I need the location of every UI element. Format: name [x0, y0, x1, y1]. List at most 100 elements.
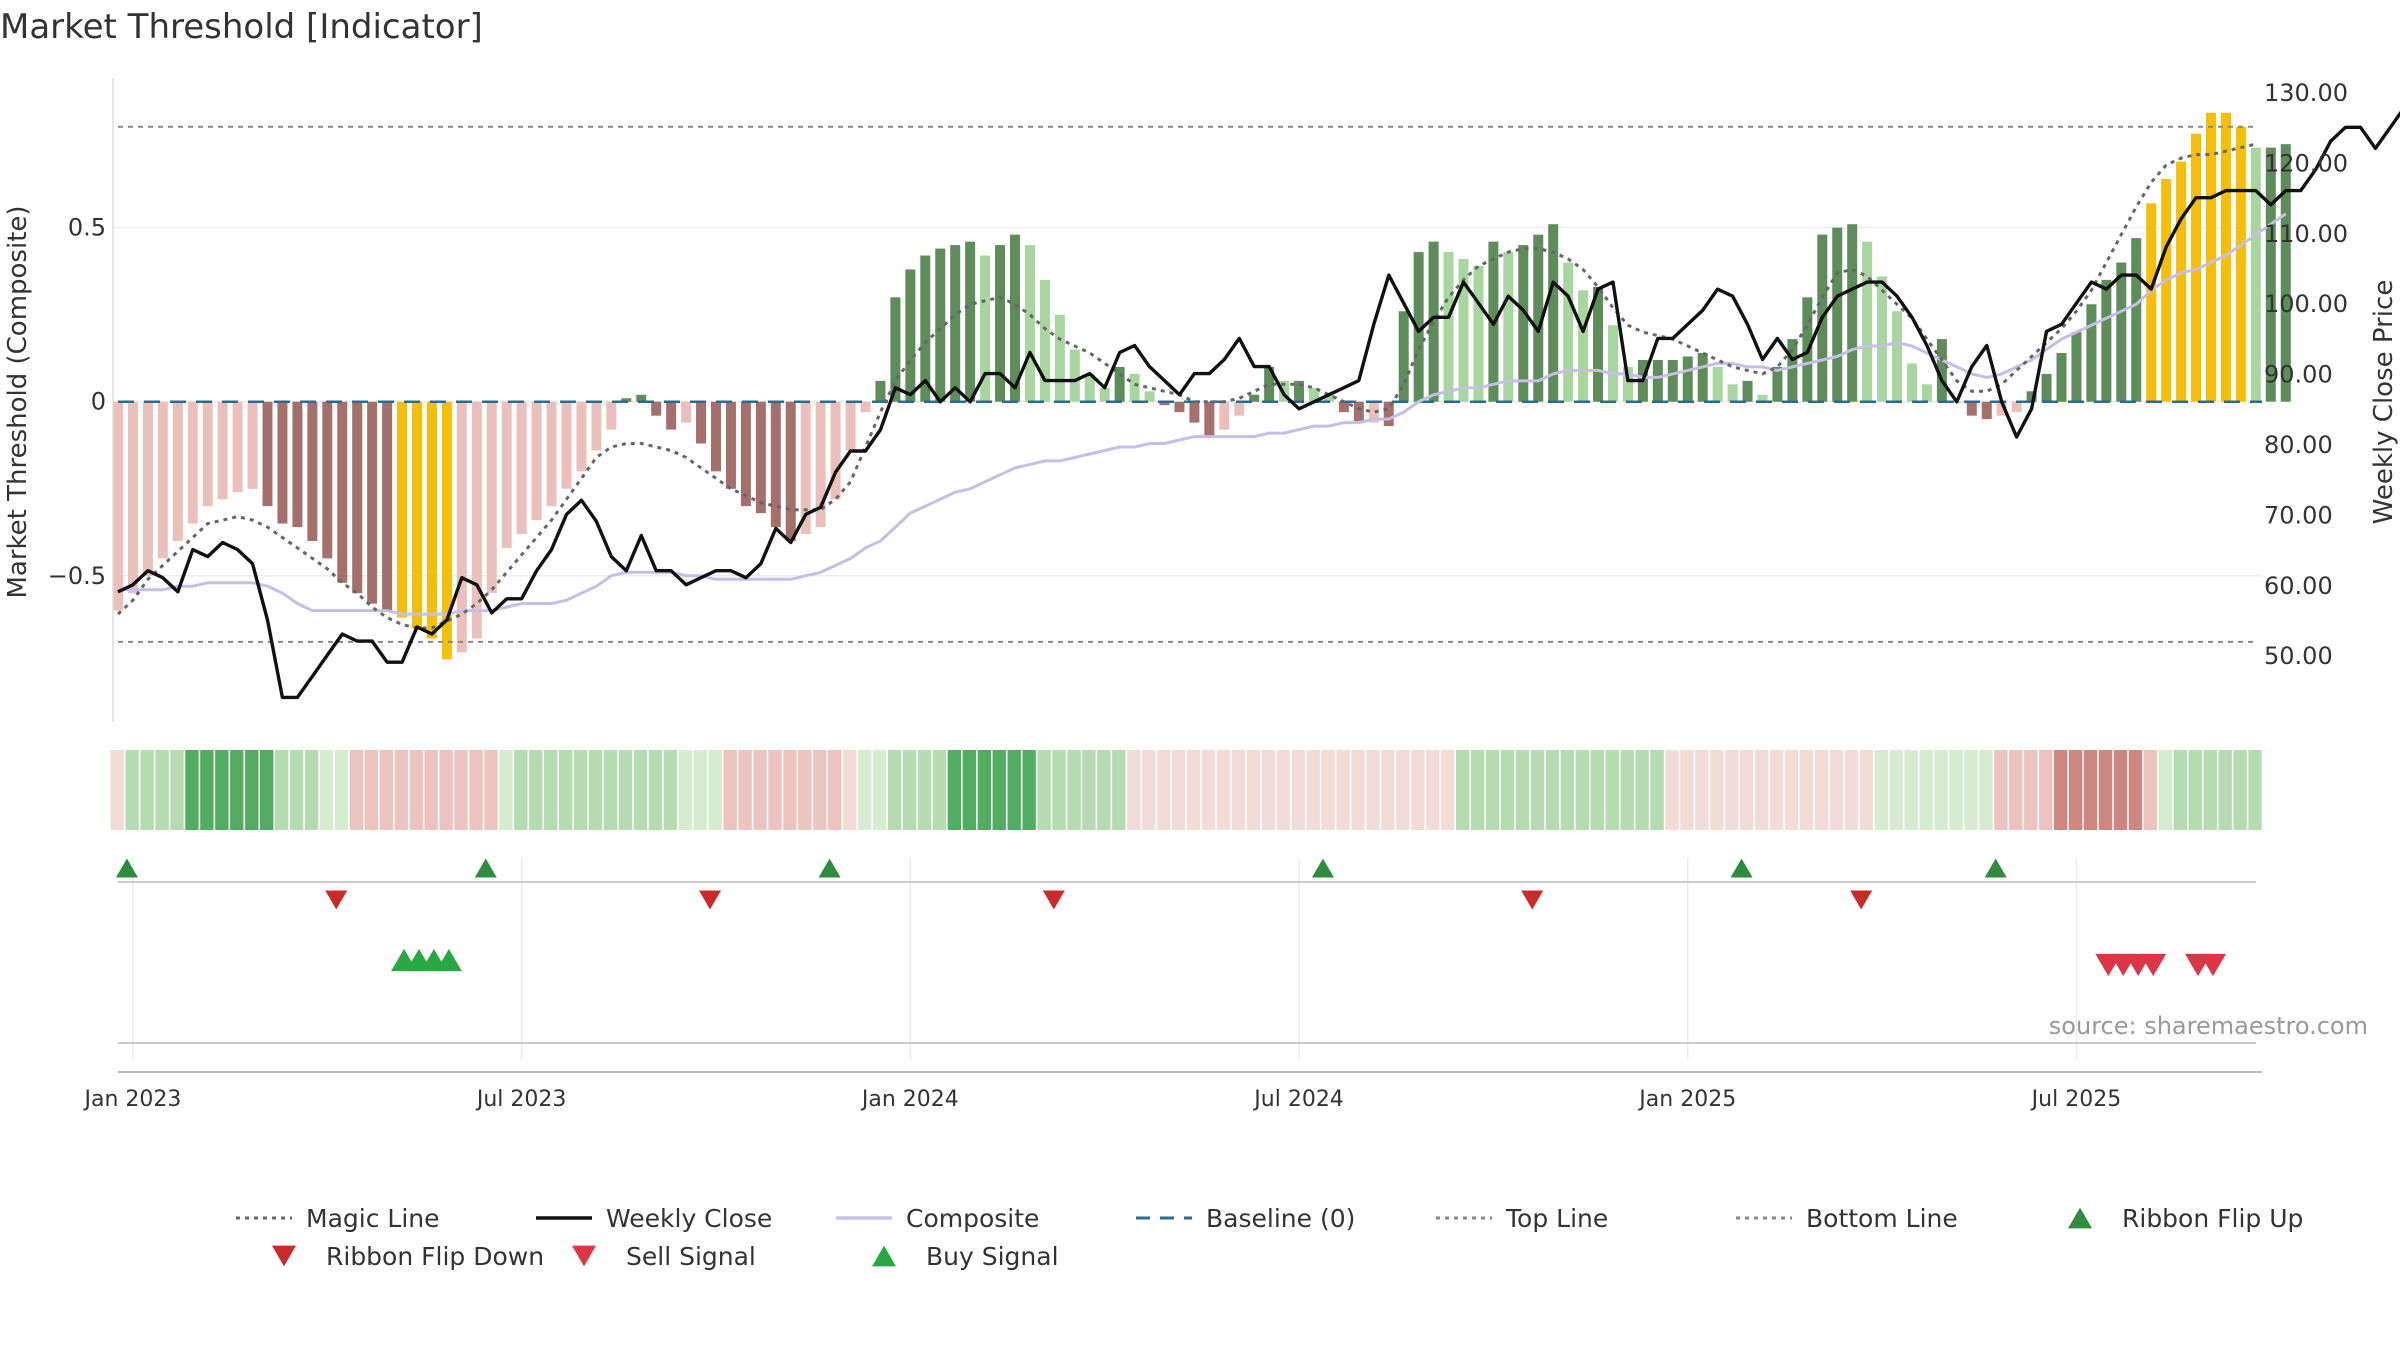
- composite-bar: [830, 401, 841, 500]
- ribbon-cell: [588, 750, 603, 830]
- ribbon-cell: [1515, 750, 1530, 830]
- ribbon-cell: [947, 750, 962, 830]
- composite-bar: [1039, 279, 1050, 402]
- composite-bar: [322, 401, 333, 559]
- x-tick-label: Jan 2023: [82, 1087, 181, 1112]
- ribbon-cell: [2158, 750, 2173, 830]
- composite-bar: [1608, 325, 1618, 402]
- composite-bar: [202, 401, 213, 507]
- composite-bar: [1353, 401, 1364, 423]
- legend-item: Ribbon Flip Up: [2068, 1204, 2303, 1233]
- composite-bar: [1862, 241, 1873, 402]
- composite-bar: [561, 401, 572, 489]
- x-tick-label: Jul 2024: [1252, 1087, 1344, 1112]
- legend-item: Buy Signal: [872, 1242, 1059, 1271]
- ribbon-cell: [872, 750, 887, 830]
- ribbon-cell: [1740, 750, 1754, 830]
- ribbon-cell: [693, 750, 707, 830]
- ribbon-cell: [155, 750, 169, 830]
- ribbon-cell: [1784, 750, 1799, 830]
- composite-bar: [441, 401, 452, 660]
- composite-bar: [950, 245, 961, 402]
- legend-label: Magic Line: [306, 1204, 440, 1233]
- ribbon-cell: [1500, 750, 1515, 830]
- ribbon-cell: [1007, 750, 1021, 830]
- ribbon-cell: [1261, 750, 1276, 830]
- ribbon-flip-up-marker: [1311, 858, 1334, 878]
- composite-bar: [1114, 366, 1125, 402]
- ribbon-cell: [2098, 750, 2113, 830]
- composite-bar: [1682, 356, 1693, 402]
- x-tick-label: Jul 2023: [475, 1087, 567, 1112]
- composite-bar: [1563, 262, 1574, 402]
- composite-bar: [651, 401, 662, 416]
- legend-item: Magic Line: [236, 1204, 440, 1233]
- composite-bar: [1503, 252, 1514, 402]
- ribbon-cell: [424, 750, 438, 830]
- ribbon-cell: [1276, 750, 1290, 830]
- ribbon-cell: [529, 750, 543, 830]
- y-right-tick-label: 80.00: [2264, 431, 2333, 459]
- ribbon-cell: [499, 750, 513, 830]
- ribbon-cell: [1904, 750, 1918, 830]
- weekly-close-line: [117, 110, 2400, 700]
- ribbon-cell: [1097, 750, 1111, 830]
- ribbon-cell: [1889, 750, 1903, 830]
- legend-swatch-triangle-down: [272, 1245, 296, 1267]
- composite-bar: [860, 401, 871, 413]
- ribbon-cell: [1426, 750, 1440, 830]
- magic-line: [116, 142, 2257, 630]
- ribbon-cell: [858, 750, 872, 830]
- legend-item: Weekly Close: [536, 1204, 772, 1233]
- ribbon-cell: [663, 750, 678, 830]
- y-axis-right-label: Weekly Close Price: [2369, 280, 2399, 525]
- ribbon-cell: [1216, 750, 1231, 830]
- composite-bar: [755, 401, 766, 514]
- ribbon-cell: [1710, 750, 1724, 830]
- ribbon-cell: [1291, 750, 1305, 830]
- composite-bar: [1832, 227, 1843, 402]
- composite-bar: [1309, 387, 1319, 402]
- ribbon-cell: [2143, 750, 2158, 830]
- ribbon-flip-up-marker: [1984, 858, 2007, 878]
- composite-bar: [2235, 126, 2246, 402]
- ribbon-cell: [544, 750, 558, 830]
- composite-bar: [2026, 391, 2037, 402]
- ribbon-cell: [1635, 750, 1649, 830]
- composite-bar: [2176, 161, 2187, 402]
- composite-bar: [546, 401, 557, 507]
- composite-bar: [995, 245, 1006, 402]
- ribbon-cell: [2024, 750, 2038, 830]
- legend-item: Baseline (0): [1136, 1204, 1355, 1233]
- ribbon-cell: [2218, 750, 2232, 830]
- composite-bar: [965, 241, 976, 402]
- ribbon-cell: [1979, 750, 1993, 830]
- composite-bar: [1473, 265, 1484, 402]
- composite-bar: [1518, 245, 1529, 402]
- legend-item: Top Line: [1436, 1204, 1608, 1233]
- composite-bar: [621, 398, 632, 402]
- ribbon-cell: [1680, 750, 1694, 830]
- ribbon-cell: [977, 750, 991, 830]
- ribbon-cell: [1575, 750, 1589, 830]
- ribbon-cell: [1799, 750, 1814, 830]
- ribbon-cell: [110, 750, 124, 830]
- composite-bar: [980, 255, 991, 402]
- buy-signal-marker: [435, 948, 462, 972]
- composite-bar: [1921, 384, 1932, 402]
- ribbon-cell: [2068, 750, 2083, 830]
- ribbon-cell: [1231, 750, 1246, 830]
- composite-bar: [696, 401, 707, 444]
- ribbon-cell: [1829, 750, 1844, 830]
- composite-bar: [1294, 380, 1305, 402]
- composite-bar: [1892, 311, 1903, 402]
- ribbon-cell: [1246, 750, 1261, 830]
- composite-bar: [1189, 401, 1200, 423]
- composite-bar: [172, 401, 183, 541]
- ribbon-flip-down-marker: [699, 890, 721, 910]
- y-axis-left-label: Market Threshold (Composite): [3, 205, 33, 598]
- ribbon-cell: [962, 750, 977, 830]
- ribbon-flip-down-marker: [1850, 890, 1873, 910]
- ribbon-cell: [185, 750, 199, 830]
- ribbon-cell: [484, 750, 498, 830]
